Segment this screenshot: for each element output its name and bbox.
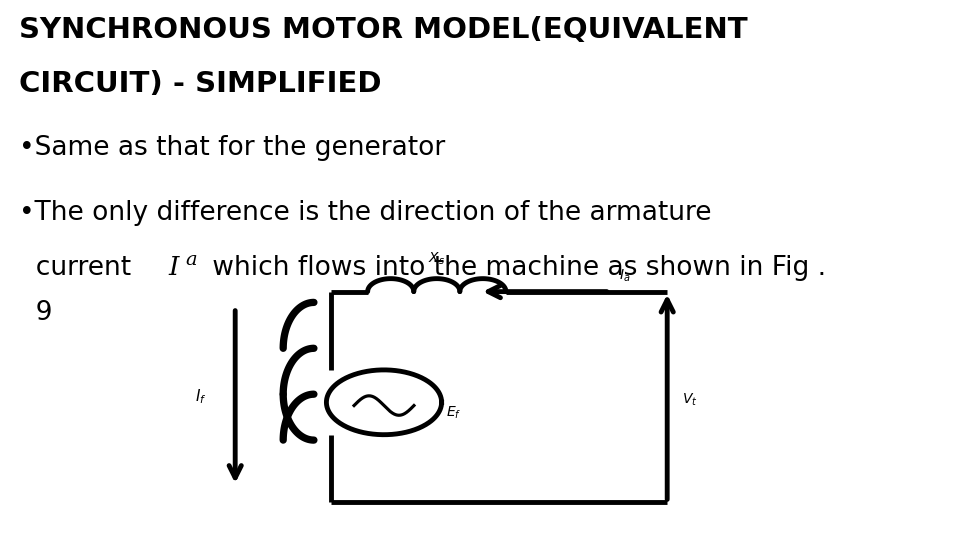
Text: $E_f$: $E_f$ <box>446 405 462 421</box>
Text: •The only difference is the direction of the armature: •The only difference is the direction of… <box>19 200 711 226</box>
Text: •Same as that for the generator: •Same as that for the generator <box>19 135 445 161</box>
Text: which flows into the machine as shown in Fig .: which flows into the machine as shown in… <box>204 255 827 281</box>
Text: SYNCHRONOUS MOTOR MODEL(EQUIVALENT: SYNCHRONOUS MOTOR MODEL(EQUIVALENT <box>19 16 748 44</box>
Text: CIRCUIT) - SIMPLIFIED: CIRCUIT) - SIMPLIFIED <box>19 70 382 98</box>
Text: a: a <box>185 251 197 269</box>
Text: current: current <box>19 255 140 281</box>
Text: $I_f$: $I_f$ <box>195 388 206 406</box>
Text: $X_s$: $X_s$ <box>428 251 445 267</box>
Text: $V_t$: $V_t$ <box>682 392 697 408</box>
Text: $I_a$: $I_a$ <box>619 267 631 284</box>
Text: I: I <box>168 255 179 280</box>
Text: 9: 9 <box>19 300 53 326</box>
